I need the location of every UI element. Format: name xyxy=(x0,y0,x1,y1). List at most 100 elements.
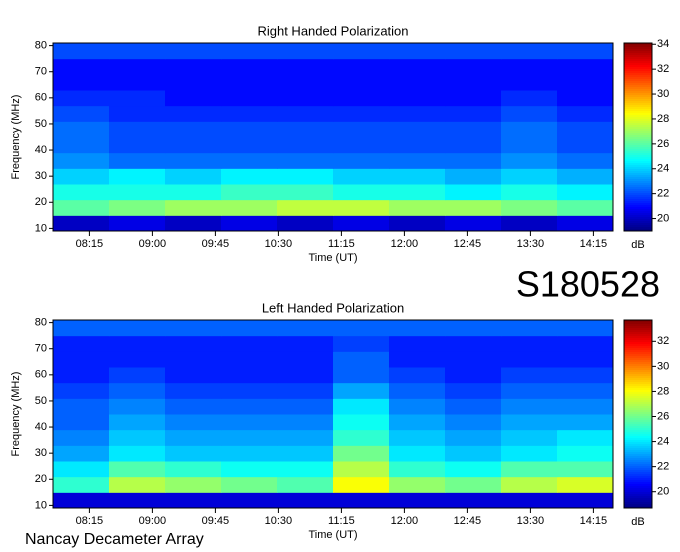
colorbar-step xyxy=(624,384,652,387)
heatmap-cell xyxy=(53,152,110,169)
colorbar-step xyxy=(624,101,652,104)
heatmap-cell xyxy=(221,320,278,337)
colorbar-step xyxy=(624,95,652,98)
heatmap-cell xyxy=(557,58,614,75)
heatmap-cell xyxy=(109,199,166,216)
heatmap-cell xyxy=(501,398,558,415)
heatmap-cell xyxy=(109,492,166,509)
heatmap-cell xyxy=(165,168,222,185)
y-tick-label: 60 xyxy=(35,369,47,381)
heatmap-cell xyxy=(109,461,166,478)
heatmap-cell xyxy=(53,215,110,232)
colorbar-step xyxy=(624,201,652,204)
y-tick-label: 50 xyxy=(35,118,47,130)
colorbar-step xyxy=(624,43,652,46)
heatmap-cell xyxy=(109,398,166,415)
heatmap-cell xyxy=(389,335,446,352)
x-tick-label: 09:00 xyxy=(139,515,167,527)
colorbar-step xyxy=(624,424,652,427)
heatmap-cell xyxy=(277,461,334,478)
heatmap-cell xyxy=(165,320,222,337)
y-tick-label: 40 xyxy=(35,144,47,156)
heatmap-cell xyxy=(165,199,222,216)
heatmap-cell xyxy=(165,184,222,201)
colorbar-step xyxy=(624,87,652,90)
colorbar-tick-label: 32 xyxy=(657,63,669,75)
heatmap-cell xyxy=(277,152,334,169)
colorbar-step xyxy=(624,173,652,176)
heatmap-cell xyxy=(501,43,558,60)
colorbar-step xyxy=(624,73,652,76)
colorbar-step xyxy=(624,406,652,409)
colorbar-tick-label: 22 xyxy=(657,188,669,200)
heatmap-cell xyxy=(53,43,110,60)
colorbar-step xyxy=(624,434,652,437)
footer: Nancay Decameter Array xyxy=(25,531,204,548)
colorbar-step xyxy=(624,500,652,503)
colorbar-step xyxy=(624,155,652,158)
heatmap-cell xyxy=(165,105,222,122)
heatmap-cell xyxy=(333,74,390,91)
heatmap-cell xyxy=(53,492,110,509)
colorbar-step xyxy=(624,85,652,88)
colorbar-step xyxy=(624,336,652,339)
heatmap-cell xyxy=(557,199,614,216)
colorbar-step xyxy=(624,502,652,505)
heatmap-cell xyxy=(109,137,166,154)
colorbar-step xyxy=(624,448,652,451)
heatmap-cell xyxy=(165,367,222,384)
y-tick-label: 80 xyxy=(35,317,47,329)
heatmap-cell xyxy=(333,351,390,368)
colorbar-step xyxy=(624,366,652,369)
heatmap-cell xyxy=(389,137,446,154)
heatmap-cell xyxy=(53,367,110,384)
heatmap-cell xyxy=(221,461,278,478)
colorbar-step xyxy=(624,440,652,443)
heatmap-cell xyxy=(557,105,614,122)
colorbar-step xyxy=(624,404,652,407)
colorbar-step xyxy=(624,422,652,425)
heatmap-cell xyxy=(557,335,614,352)
colorbar-step xyxy=(624,490,652,493)
colorbar-step xyxy=(624,83,652,86)
heatmap-cell xyxy=(109,74,166,91)
heatmap-cell xyxy=(277,43,334,60)
heatmap-cell xyxy=(221,398,278,415)
colorbar-step xyxy=(624,175,652,178)
colorbar-step xyxy=(624,380,652,383)
heatmap-cell xyxy=(389,429,446,446)
colorbar-step xyxy=(624,396,652,399)
x-tick-label: 13:30 xyxy=(517,238,545,250)
colorbar-step xyxy=(624,460,652,463)
colorbar-step xyxy=(624,159,652,162)
heatmap-cell xyxy=(389,105,446,122)
heatmap-cell xyxy=(333,105,390,122)
heatmap-cell xyxy=(333,121,390,138)
heatmap-cell xyxy=(221,137,278,154)
heatmap-cell xyxy=(501,492,558,509)
heatmap-cell xyxy=(389,398,446,415)
colorbar-step xyxy=(624,97,652,100)
heatmap-cell xyxy=(165,382,222,399)
heatmap-cell xyxy=(445,367,502,384)
heatmap-cell xyxy=(333,476,390,493)
colorbar-step xyxy=(624,498,652,501)
heatmap-cell xyxy=(109,215,166,232)
heatmap-cell xyxy=(165,43,222,60)
heatmap-cell xyxy=(389,168,446,185)
heatmap-cell xyxy=(53,58,110,75)
colorbar-step xyxy=(624,157,652,160)
heatmap-cell xyxy=(501,320,558,337)
colorbar-step xyxy=(624,125,652,128)
heatmap-cell xyxy=(333,492,390,509)
colorbar-step xyxy=(624,185,652,188)
heatmap-cell xyxy=(53,335,110,352)
heatmap-cell xyxy=(109,43,166,60)
colorbar-step xyxy=(624,47,652,50)
colorbar-step xyxy=(624,344,652,347)
heatmap-cell xyxy=(333,335,390,352)
x-axis-label: Time (UT) xyxy=(308,529,357,541)
heatmap-cell xyxy=(333,168,390,185)
colorbar-step xyxy=(624,127,652,130)
colorbar-step xyxy=(624,145,652,148)
